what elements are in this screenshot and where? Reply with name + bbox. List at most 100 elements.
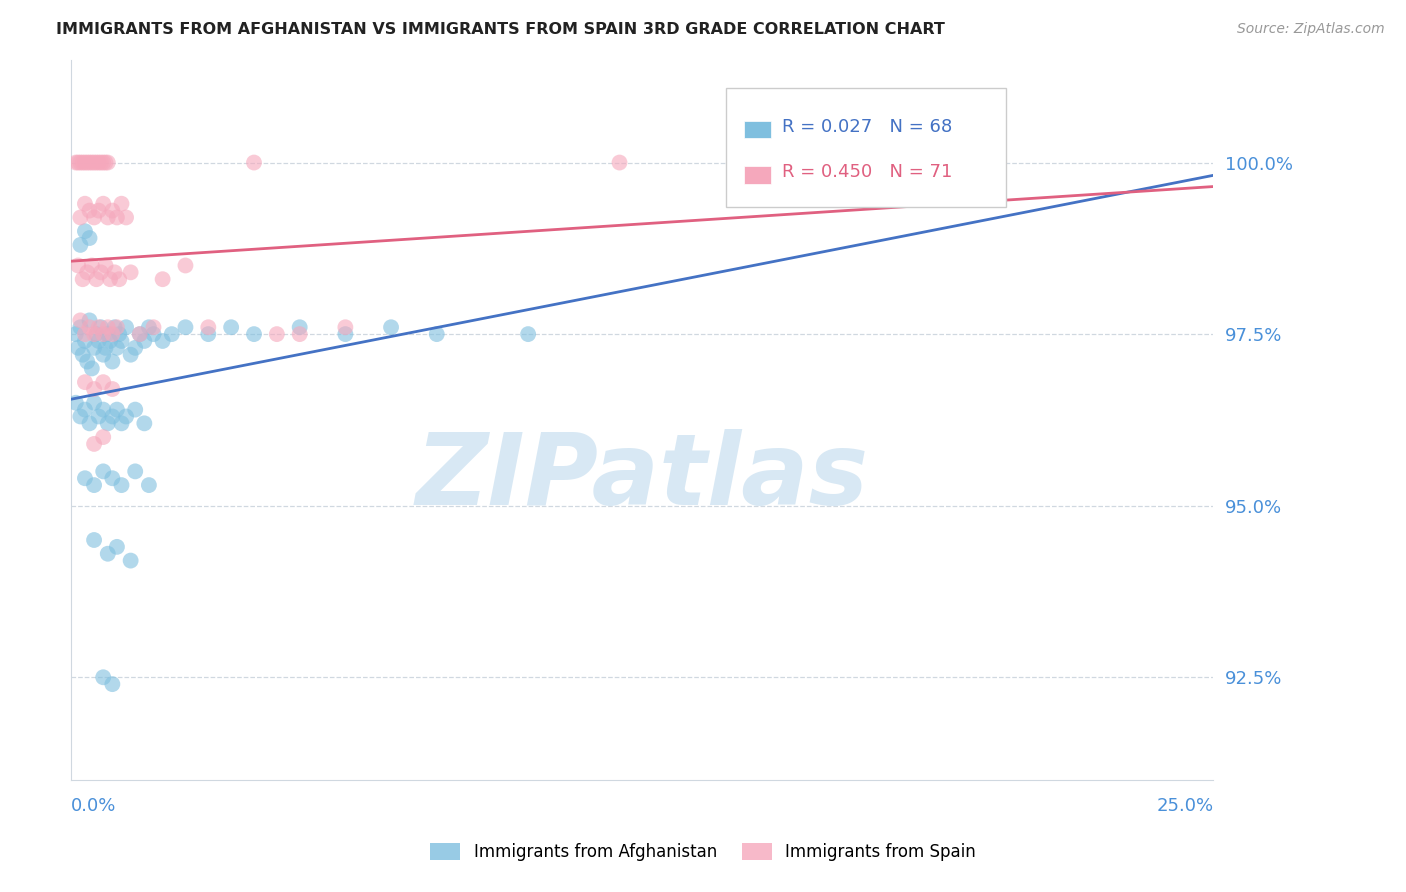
Point xyxy=(73,402,96,417)
Point xyxy=(91,155,114,169)
Point xyxy=(174,320,197,334)
Point xyxy=(266,327,288,342)
Point xyxy=(87,334,110,348)
Point xyxy=(72,348,94,362)
Point xyxy=(76,155,98,169)
Text: R = 0.450   N = 71: R = 0.450 N = 71 xyxy=(782,163,952,181)
Point xyxy=(128,327,150,342)
Point xyxy=(87,320,110,334)
Point xyxy=(97,417,120,431)
Point xyxy=(79,313,101,327)
Point xyxy=(69,409,91,424)
Point xyxy=(98,334,121,348)
Point xyxy=(72,155,94,169)
Point xyxy=(65,396,87,410)
Point xyxy=(69,155,91,169)
Text: 25.0%: 25.0% xyxy=(1156,797,1213,815)
Point xyxy=(90,320,112,334)
Point xyxy=(124,402,146,417)
Point xyxy=(101,677,124,691)
Legend: Immigrants from Afghanistan, Immigrants from Spain: Immigrants from Afghanistan, Immigrants … xyxy=(423,836,983,868)
Point xyxy=(517,327,540,342)
Point xyxy=(98,272,121,286)
Point xyxy=(91,670,114,684)
Point xyxy=(974,155,997,169)
Point xyxy=(97,211,120,225)
Point xyxy=(69,211,91,225)
Point xyxy=(86,327,108,342)
Point xyxy=(115,320,138,334)
Point xyxy=(97,155,120,169)
Point xyxy=(73,375,96,389)
Point xyxy=(134,417,156,431)
Point xyxy=(83,211,105,225)
Point xyxy=(65,327,87,342)
Point xyxy=(335,327,357,342)
Point xyxy=(94,341,117,355)
Point xyxy=(101,354,124,368)
Point xyxy=(120,265,142,279)
Text: Source: ZipAtlas.com: Source: ZipAtlas.com xyxy=(1237,22,1385,37)
Point xyxy=(152,334,174,348)
Point xyxy=(97,547,120,561)
Point xyxy=(67,259,90,273)
Point xyxy=(105,211,128,225)
Point xyxy=(83,382,105,396)
Point xyxy=(91,348,114,362)
Point xyxy=(152,272,174,286)
Point xyxy=(288,320,311,334)
Point xyxy=(90,265,112,279)
Point xyxy=(138,320,160,334)
Point xyxy=(110,196,132,211)
Point xyxy=(87,203,110,218)
Point xyxy=(160,327,183,342)
Point xyxy=(91,327,114,342)
Point xyxy=(120,553,142,567)
Point xyxy=(86,272,108,286)
Point xyxy=(83,327,105,342)
Text: IMMIGRANTS FROM AFGHANISTAN VS IMMIGRANTS FROM SPAIN 3RD GRADE CORRELATION CHART: IMMIGRANTS FROM AFGHANISTAN VS IMMIGRANT… xyxy=(56,22,945,37)
Point xyxy=(108,272,131,286)
Point xyxy=(105,320,128,334)
Point xyxy=(105,540,128,554)
Point xyxy=(69,313,91,327)
Point xyxy=(86,155,108,169)
Point xyxy=(90,155,112,169)
Point xyxy=(87,155,110,169)
Point xyxy=(73,334,96,348)
Point xyxy=(124,464,146,478)
Point xyxy=(243,327,266,342)
Point xyxy=(105,402,128,417)
Point xyxy=(142,327,165,342)
Point xyxy=(76,265,98,279)
Point xyxy=(69,320,91,334)
Text: R = 0.027   N = 68: R = 0.027 N = 68 xyxy=(782,118,952,136)
Point xyxy=(80,155,103,169)
Point xyxy=(80,259,103,273)
Point xyxy=(91,375,114,389)
Point xyxy=(243,155,266,169)
Point xyxy=(134,334,156,348)
Text: ZIPatlas: ZIPatlas xyxy=(416,429,869,526)
Point xyxy=(83,533,105,547)
Point xyxy=(288,327,311,342)
Point xyxy=(83,437,105,451)
Point xyxy=(91,464,114,478)
Point xyxy=(69,238,91,252)
FancyBboxPatch shape xyxy=(744,120,772,138)
Point xyxy=(80,361,103,376)
Point xyxy=(142,320,165,334)
Point xyxy=(65,155,87,169)
Point xyxy=(380,320,402,334)
Point xyxy=(110,334,132,348)
Point xyxy=(101,471,124,485)
Point xyxy=(91,402,114,417)
Point xyxy=(72,272,94,286)
Point xyxy=(120,348,142,362)
Point xyxy=(110,478,132,492)
Point xyxy=(76,354,98,368)
Point xyxy=(91,196,114,211)
Point xyxy=(128,327,150,342)
Point xyxy=(174,259,197,273)
Point xyxy=(426,327,449,342)
